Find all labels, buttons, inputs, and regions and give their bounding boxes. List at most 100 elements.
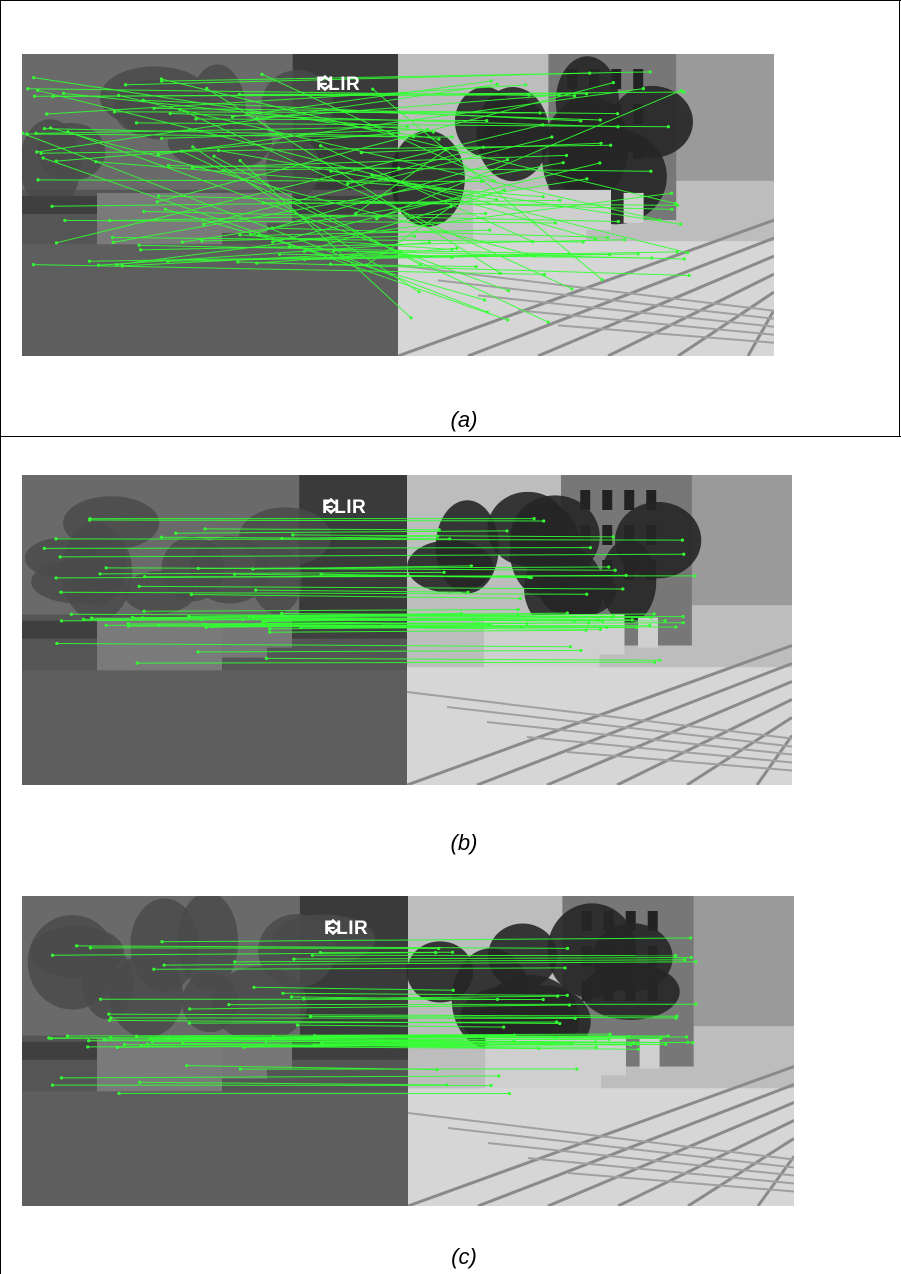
keypoint [506,318,510,322]
keypoint [600,278,604,282]
keypoint [292,957,296,961]
keypoint [264,656,268,660]
match-line [255,589,469,593]
keypoint [54,537,58,541]
keypoint [564,153,569,158]
keypoint [230,115,235,119]
keypoint [598,627,603,631]
matching-svg-b [22,475,792,785]
match-line [139,585,623,590]
keypoint [59,590,63,594]
keypoint [606,235,610,240]
keypoint [445,1083,449,1087]
keypoint [194,117,198,121]
keypoint [611,535,615,539]
match-line [371,174,596,240]
keypoint [679,88,683,93]
keypoint [39,151,43,155]
keypoint [281,991,285,995]
match-line [36,83,498,153]
keypoint [69,612,73,616]
keypoint [54,241,59,245]
keypoint [375,217,379,221]
match-line [89,519,544,522]
keypoint [137,243,141,247]
keypoint [302,249,306,254]
keypoint [649,169,653,173]
keypoint [494,198,499,202]
keypoint [541,123,545,127]
keypoint [31,263,35,267]
flir-logo-icon [323,497,339,515]
keypoint [155,200,159,204]
keypoint [584,92,589,96]
keypoint [412,135,416,139]
keypoint [271,1035,275,1039]
keypoint [104,566,108,570]
keypoint [663,619,667,623]
keypoint [90,616,94,620]
keypoint [34,131,38,136]
keypoint [109,1016,113,1020]
keypoint [143,575,147,579]
keypoint [115,263,119,267]
keypoint [611,81,615,85]
keypoint [94,160,98,164]
keypoint [516,607,520,612]
match-line [234,573,532,579]
keypoint [648,70,652,74]
keypoint [694,1002,698,1006]
keypoint [497,1074,501,1078]
keypoint [498,271,502,275]
keypoint [61,91,66,95]
keypoint [295,1023,300,1027]
keypoint [126,624,130,628]
keypoint [587,621,591,625]
keypoint [658,658,662,662]
keypoint [648,623,652,627]
match-line [144,609,519,612]
keypoint [450,255,454,260]
keypoint [681,621,685,625]
matching-image-a: FLIR [22,54,774,356]
match-line [60,591,587,595]
keypoint [502,1025,506,1029]
keypoint [537,1046,541,1050]
keypoint [55,641,59,646]
match-line [300,626,601,630]
keypoint [238,233,242,237]
keypoint [134,121,139,125]
caption-b: (b) [450,830,478,855]
flir-logo: FLIR [322,497,366,519]
keypoint [341,109,345,113]
keypoint [120,264,124,268]
keypoint [621,587,625,591]
keypoint [36,178,40,182]
match-line [191,594,521,599]
keypoint [332,249,336,253]
keypoint [622,238,626,242]
keypoint [558,198,562,202]
match-line [297,1024,504,1028]
keypoint [238,1067,243,1071]
keypoint [160,136,164,141]
keypoint [75,944,79,948]
keypoint [529,576,533,580]
match-line [136,1035,661,1040]
keypoint [371,87,375,91]
match-line [90,947,439,949]
match-line [330,263,477,268]
match-line [158,88,644,156]
keypoint [575,1067,579,1071]
keypoint [50,953,55,957]
border-left [0,0,1,1274]
match-line [117,1043,638,1048]
keypoint [409,316,413,320]
matching-svg-c [22,896,794,1206]
keypoint [287,245,292,249]
match-line [44,547,591,549]
keypoint [126,622,130,626]
keypoint [251,616,256,620]
keypoint [166,163,171,168]
keypoint [469,564,473,568]
